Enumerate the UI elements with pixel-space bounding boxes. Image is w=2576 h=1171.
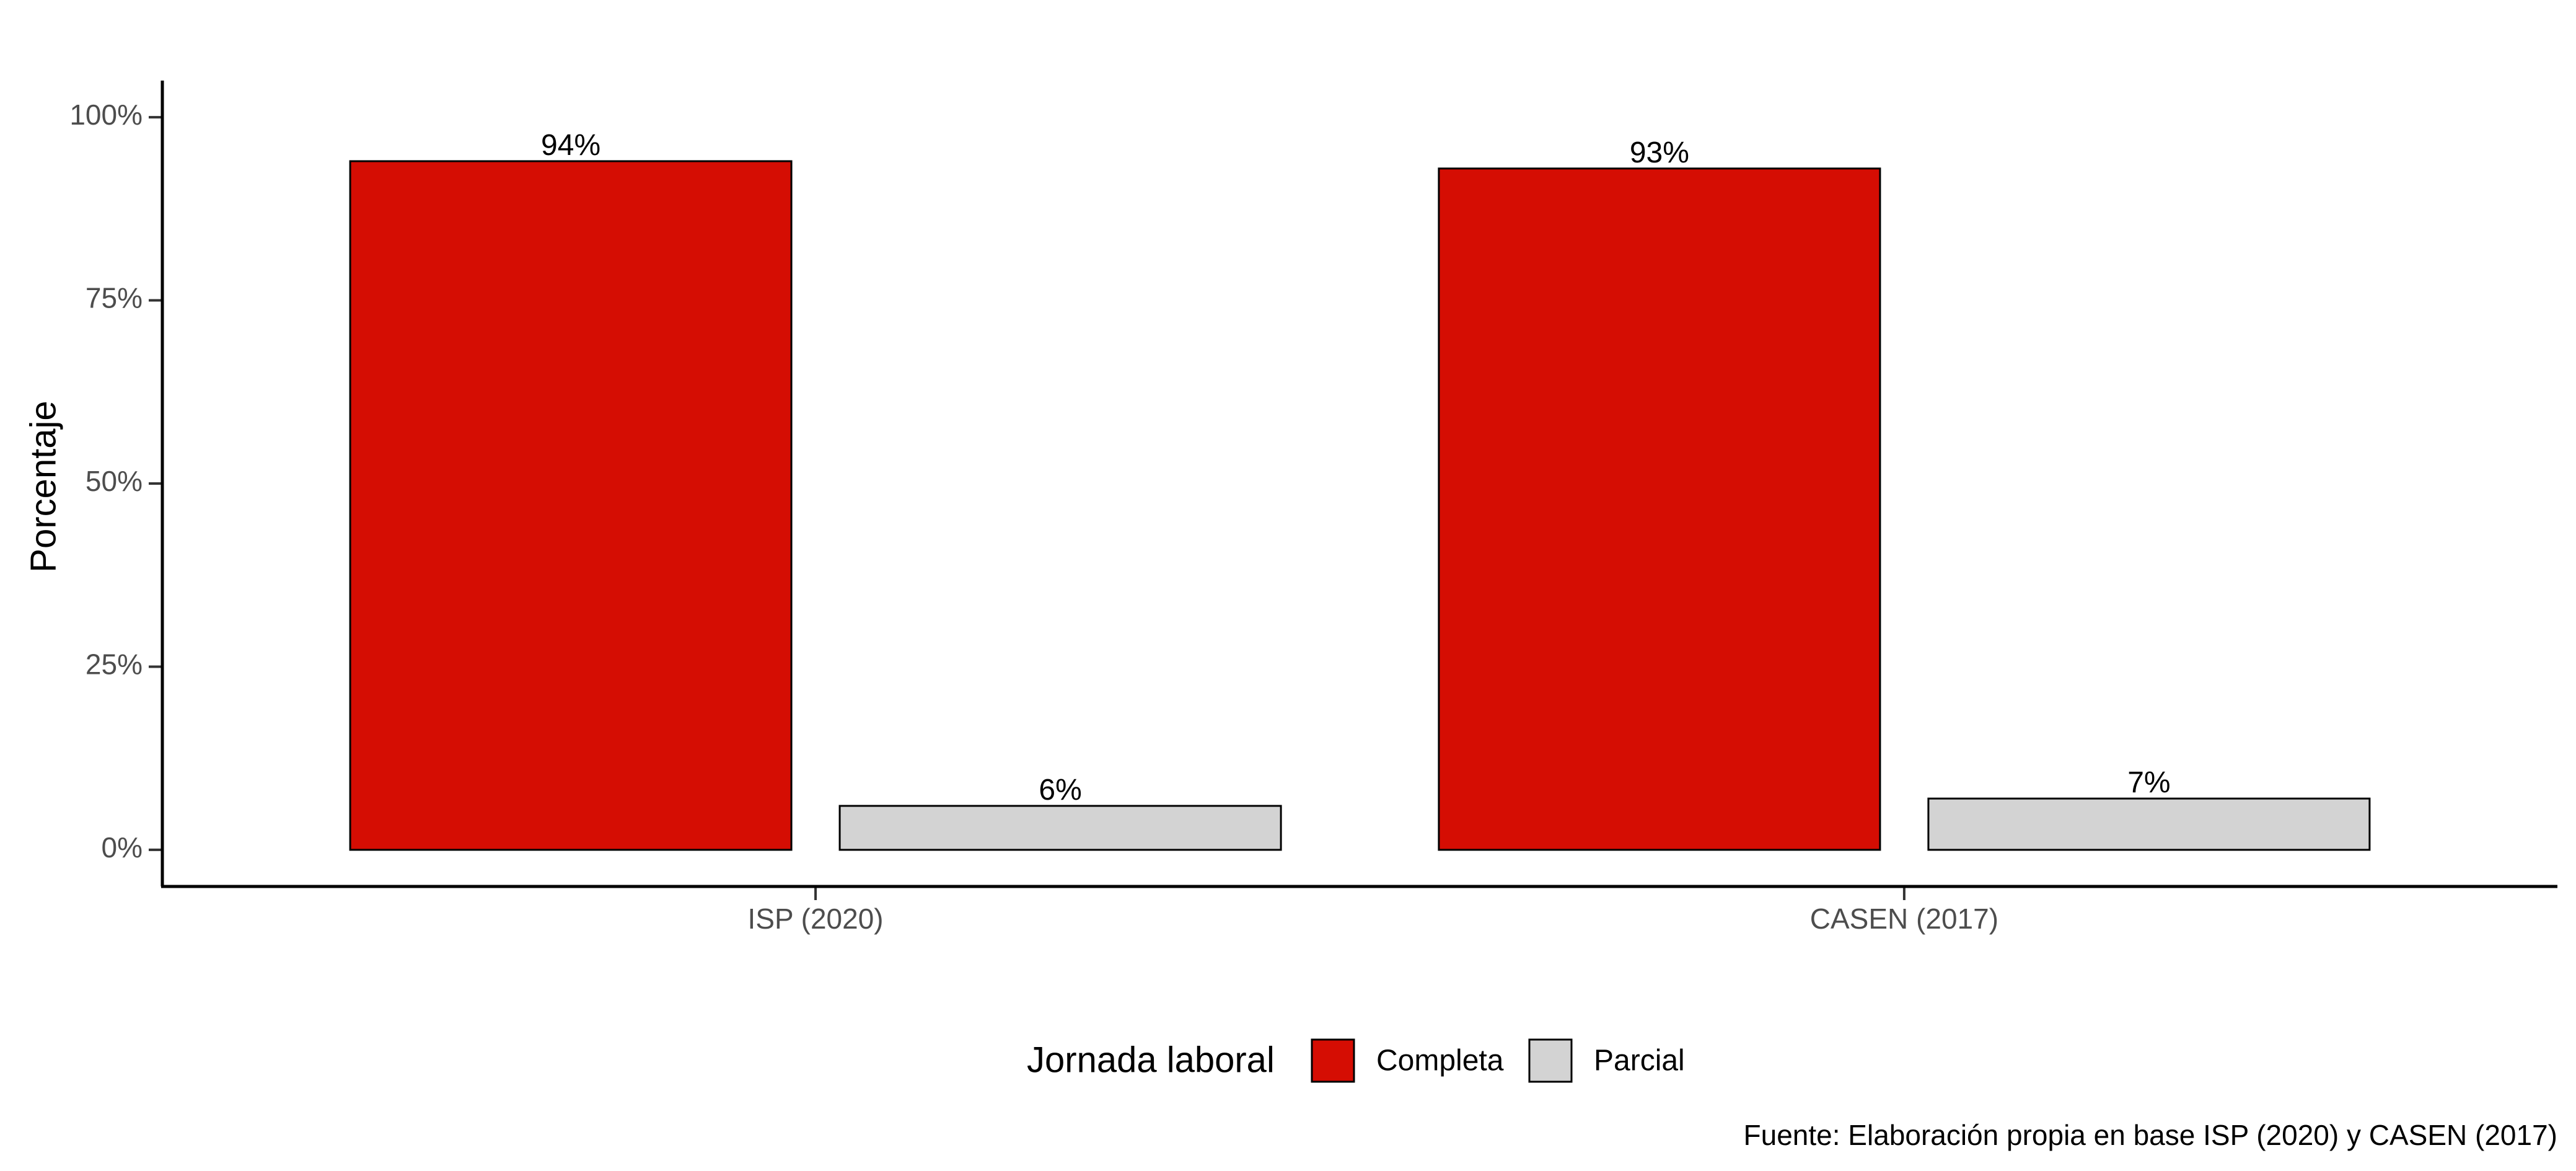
- bar-parcial-0: [838, 805, 1282, 851]
- y-tick-label: 0%: [102, 831, 143, 864]
- bar-completa-1: [1438, 167, 1881, 851]
- data-label: 6%: [1039, 774, 1081, 806]
- chart-caption: Fuente: Elaboración propia en base ISP (…: [1744, 1119, 2557, 1151]
- legend: Jornada laboral Completa Parcial: [1027, 1038, 1685, 1083]
- data-labels: 94% 6% 93% 7%: [541, 129, 2171, 806]
- y-tick-label: 25%: [86, 648, 143, 681]
- legend-swatch-parcial: [1528, 1038, 1573, 1083]
- x-tick-label: ISP (2020): [748, 903, 884, 935]
- data-label: 93%: [1630, 136, 1689, 169]
- x-tick-label: CASEN (2017): [1810, 903, 1998, 935]
- y-tick-label: 50%: [86, 465, 143, 497]
- bar-parcial-1: [1927, 797, 2371, 851]
- data-label: 94%: [541, 129, 600, 162]
- bars: [349, 160, 2371, 851]
- legend-label-completa: Completa: [1376, 1045, 1504, 1077]
- data-label: 7%: [2127, 766, 2170, 799]
- y-tick-label: 75%: [86, 282, 143, 314]
- legend-title: Jornada laboral: [1027, 1040, 1275, 1080]
- y-tick-label: 100%: [69, 99, 143, 131]
- legend-label-parcial: Parcial: [1594, 1045, 1685, 1077]
- bar-completa-0: [349, 160, 793, 851]
- y-axis-ticks: 0% 25% 50% 75% 100%: [69, 99, 162, 864]
- y-axis-title: Porcentaje: [23, 400, 63, 572]
- x-axis-ticks: ISP (2020) CASEN (2017): [748, 886, 1998, 935]
- legend-swatch-completa: [1311, 1038, 1355, 1083]
